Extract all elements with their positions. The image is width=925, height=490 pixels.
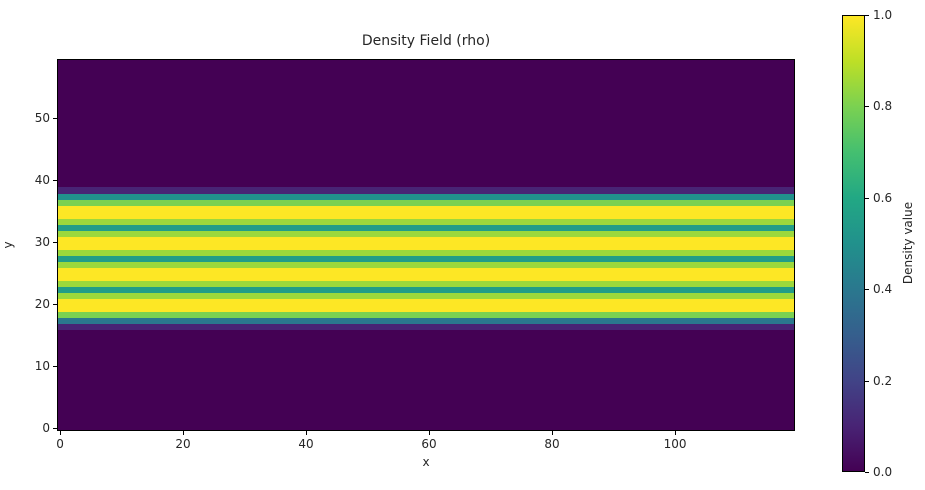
y-tick-label: 10 <box>34 358 50 373</box>
heatmap-row <box>58 211 794 219</box>
heatmap-row <box>58 323 794 331</box>
colorbar <box>842 15 865 472</box>
x-tick-label: 0 <box>56 437 64 451</box>
y-axis-label: y <box>1 241 15 249</box>
y-tick-label: 0 <box>42 420 50 435</box>
x-tick-mark <box>60 431 62 435</box>
heatmap-row <box>58 230 794 238</box>
heatmap-row <box>58 249 794 256</box>
y-tick-label: 20 <box>34 296 50 311</box>
y-tick-mark <box>53 365 57 367</box>
heatmap-row <box>58 193 794 200</box>
y-tick-mark <box>53 241 57 243</box>
y-tick-mark <box>53 117 57 119</box>
x-tick-mark <box>552 431 554 435</box>
colorbar-tick-label: 0.8 <box>873 99 893 114</box>
heatmap-row <box>58 317 794 324</box>
x-tick-mark <box>306 431 308 435</box>
heatmap-row <box>58 298 794 306</box>
x-tick-mark <box>675 431 677 435</box>
y-tick-mark <box>53 179 57 181</box>
y-tick-mark <box>53 303 57 305</box>
heatmap-row <box>58 187 794 194</box>
colorbar-tick-mark <box>865 289 869 291</box>
heatmap-row <box>58 292 794 300</box>
x-tick-label: 100 <box>663 437 687 451</box>
heatmap-row <box>58 280 794 287</box>
y-tick-mark <box>53 427 57 429</box>
x-tick-label: 60 <box>421 437 437 451</box>
y-tick-label: 40 <box>34 172 50 187</box>
x-axis-label: x <box>422 455 430 469</box>
x-tick-label: 40 <box>298 437 314 451</box>
colorbar-tick-mark <box>865 15 869 16</box>
colorbar-tick-mark <box>865 472 869 473</box>
heatmap-plot-area <box>57 59 795 431</box>
heatmap-row <box>58 236 794 244</box>
x-tick-mark <box>429 431 431 435</box>
colorbar-tick-label: 1.0 <box>873 8 893 22</box>
colorbar-label: Density value <box>901 201 915 285</box>
heatmap-row <box>58 242 794 250</box>
colorbar-tick-mark <box>865 106 869 108</box>
heatmap-row <box>58 205 794 213</box>
colorbar-tick-mark <box>865 197 869 199</box>
heatmap-row <box>58 224 794 231</box>
y-tick-label: 50 <box>34 110 50 125</box>
colorbar-tick-label: 0.0 <box>873 465 893 479</box>
colorbar-tick-label: 0.2 <box>873 373 893 388</box>
heatmap-row <box>58 261 794 269</box>
heatmap-row <box>58 218 794 225</box>
colorbar-tick-label: 0.6 <box>873 190 893 205</box>
heatmap-row <box>58 286 794 293</box>
heatmap-row <box>58 304 794 312</box>
heatmap-row <box>58 199 794 207</box>
heatmap-row <box>58 267 794 275</box>
heatmap-row <box>58 273 794 281</box>
x-tick-label: 20 <box>175 437 191 451</box>
heatmap-row <box>58 255 794 262</box>
heatmap-row <box>58 311 794 318</box>
x-tick-mark <box>183 431 185 435</box>
colorbar-tick-mark <box>865 380 869 382</box>
colorbar-tick-label: 0.4 <box>873 282 893 297</box>
chart-title: Density Field (rho) <box>361 33 491 49</box>
y-tick-label: 30 <box>34 234 50 249</box>
x-tick-label: 80 <box>544 437 560 451</box>
